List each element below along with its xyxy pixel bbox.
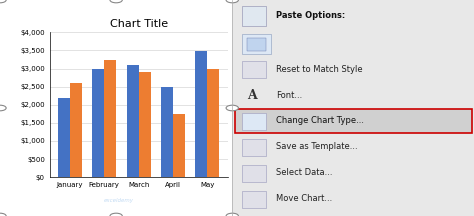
- Bar: [161, 87, 173, 177]
- Text: A: A: [247, 89, 256, 102]
- Text: Select Data...: Select Data...: [276, 168, 332, 177]
- Text: exceldemy: exceldemy: [103, 198, 134, 203]
- Bar: [195, 51, 208, 177]
- FancyBboxPatch shape: [242, 61, 266, 78]
- Title: Chart Title: Chart Title: [109, 19, 168, 29]
- Bar: [58, 98, 70, 177]
- FancyBboxPatch shape: [235, 109, 472, 133]
- FancyBboxPatch shape: [242, 139, 266, 156]
- Text: Save as Template...: Save as Template...: [276, 142, 357, 151]
- FancyBboxPatch shape: [242, 165, 266, 182]
- FancyBboxPatch shape: [242, 113, 266, 130]
- FancyBboxPatch shape: [247, 38, 266, 51]
- Text: Reset to Match Style: Reset to Match Style: [276, 65, 363, 74]
- Text: Move Chart...: Move Chart...: [276, 194, 332, 203]
- Text: Font...: Font...: [276, 91, 302, 100]
- FancyBboxPatch shape: [242, 6, 266, 26]
- Bar: [70, 83, 82, 177]
- Bar: [173, 114, 185, 177]
- Text: Change Chart Type...: Change Chart Type...: [276, 116, 364, 125]
- Text: Paste Options:: Paste Options:: [276, 11, 345, 20]
- Bar: [208, 69, 219, 177]
- Bar: [104, 60, 116, 177]
- Bar: [92, 69, 104, 177]
- Bar: [138, 72, 151, 177]
- FancyBboxPatch shape: [242, 34, 271, 54]
- FancyBboxPatch shape: [242, 191, 266, 208]
- Bar: [127, 65, 138, 177]
